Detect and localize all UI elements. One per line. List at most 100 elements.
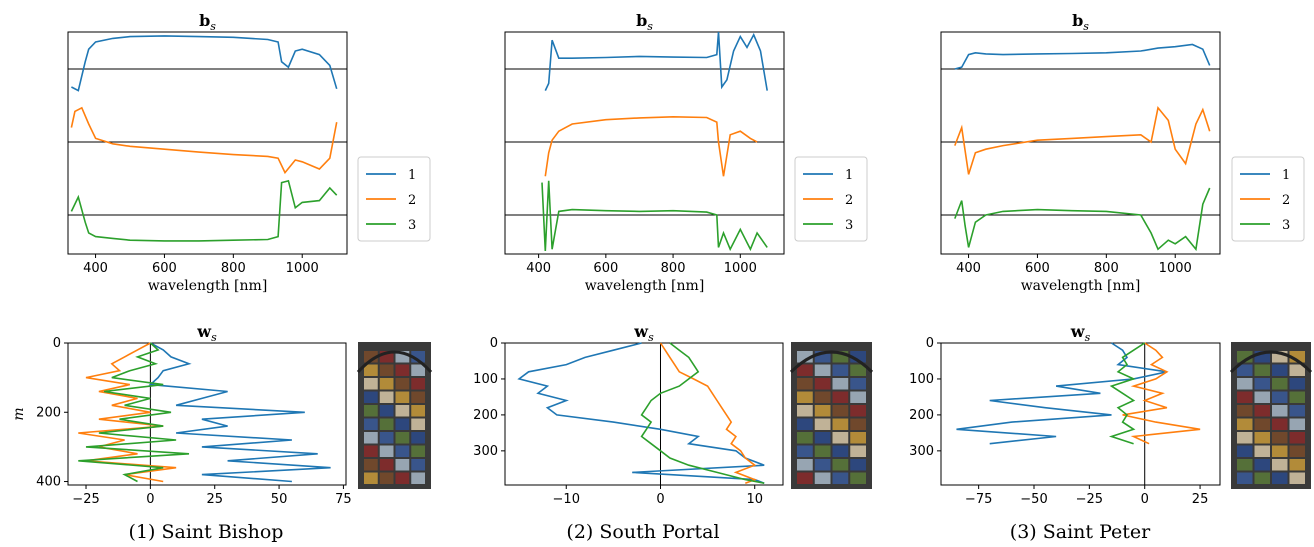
- glass-pane: [364, 351, 378, 363]
- glass-pane: [814, 378, 831, 390]
- glass-pane: [1272, 405, 1288, 417]
- b-plot-title: bs: [199, 11, 216, 33]
- glass-pane: [1254, 418, 1270, 430]
- legend-label-3: 3: [845, 218, 853, 233]
- glass-pane: [814, 432, 831, 444]
- legend-label-1: 1: [1282, 168, 1290, 183]
- glass-pane: [364, 418, 378, 430]
- glass-pane: [1254, 445, 1270, 457]
- b-xtick-label: 800: [221, 261, 246, 276]
- glass-pane: [797, 418, 813, 430]
- glass-pane: [364, 432, 378, 444]
- glass-pane: [1272, 378, 1288, 390]
- w-plot-title: ws: [196, 322, 217, 344]
- w-plot-3: −75 −50 −25 0 25 0 100 200 300: [909, 336, 1221, 507]
- w-ytick-label: 400: [36, 475, 61, 490]
- glass-pane: [814, 445, 831, 457]
- b-xtick-label: 400: [956, 261, 981, 276]
- glass-pane: [1289, 432, 1305, 444]
- glass-pane: [1289, 459, 1305, 471]
- glass-pane: [1254, 472, 1270, 484]
- glass-pane: [832, 459, 849, 471]
- w-series-line-3: [78, 342, 190, 483]
- panel-caption: (2) South Portal: [566, 521, 719, 543]
- b-series-line-3: [70, 179, 338, 242]
- b-xtick-label: 600: [152, 261, 177, 276]
- w-ytick-label: 0: [53, 336, 61, 351]
- glass-pane: [395, 391, 410, 403]
- b-xtick-label: 600: [593, 261, 618, 276]
- glass-pane: [395, 459, 410, 471]
- legend-label-2: 2: [1282, 193, 1290, 208]
- glass-pane: [814, 459, 831, 471]
- w-plot-frame: [940, 342, 1221, 486]
- glass-pane: [364, 445, 378, 457]
- w-xtick-label: 25: [1192, 492, 1209, 507]
- glass-pane: [1254, 405, 1270, 417]
- b-plot-frame: [940, 31, 1221, 255]
- b-plot-frame: [504, 31, 785, 255]
- glass-pane: [411, 418, 425, 430]
- glass-pane: [1237, 405, 1253, 417]
- glass-pane: [411, 405, 425, 417]
- glass-pane: [379, 445, 394, 457]
- b-series-line-1: [954, 43, 1211, 70]
- b-xlabel: wavelength [nm]: [148, 278, 268, 294]
- b-xtick-label: 1000: [286, 261, 319, 276]
- w-series-line-2: [78, 342, 177, 483]
- glass-pane: [1254, 459, 1270, 471]
- glass-pane: [364, 378, 378, 390]
- glass-pane: [411, 445, 425, 457]
- glass-pane: [379, 391, 394, 403]
- glass-pane: [395, 432, 410, 444]
- b-xtick-label: 400: [83, 261, 108, 276]
- glass-pane: [797, 364, 813, 376]
- glass-pane: [850, 418, 866, 430]
- b-xtick-label: 800: [661, 261, 686, 276]
- glass-pane: [395, 445, 410, 457]
- glass-pane: [797, 432, 813, 444]
- glass-pane: [411, 432, 425, 444]
- glass-pane: [1254, 378, 1270, 390]
- glass-pane: [379, 364, 394, 376]
- glass-pane: [1237, 445, 1253, 457]
- glass-pane: [379, 351, 394, 363]
- w-series-line-2: [1122, 342, 1201, 445]
- glass-pane: [1272, 351, 1288, 363]
- w-xtick-label: 0: [146, 492, 154, 507]
- w-xtick-label: 10: [746, 492, 763, 507]
- glass-pane: [395, 351, 410, 363]
- glass-pane: [850, 445, 866, 457]
- glass-pane: [832, 432, 849, 444]
- b-series-line-1: [71, 35, 338, 92]
- glass-pane: [1289, 405, 1305, 417]
- w-xtick-label: −75: [965, 492, 992, 507]
- glass-pane: [379, 378, 394, 390]
- b-plot-title: bs: [636, 11, 653, 33]
- w-xtick-label: −50: [1020, 492, 1047, 507]
- glass-pane: [850, 472, 866, 484]
- w-ytick-label: 100: [473, 372, 498, 387]
- glass-pane: [1254, 391, 1270, 403]
- b-xtick-label: 1000: [724, 261, 757, 276]
- glass-pane: [379, 472, 394, 484]
- glass-pane: [814, 418, 831, 430]
- b-xtick-label: 800: [1094, 261, 1119, 276]
- w-ytick-label: 200: [473, 408, 498, 423]
- w-ytick-label: 300: [473, 444, 498, 459]
- glass-pane: [850, 378, 866, 390]
- panel-caption: (1) Saint Bishop: [129, 521, 284, 543]
- glass-pane: [850, 351, 866, 363]
- glass-pane: [411, 459, 425, 471]
- w-series-line-1: [956, 342, 1168, 445]
- glass-pane: [797, 405, 813, 417]
- glass-pane: [850, 405, 866, 417]
- glass-pane: [797, 351, 813, 363]
- w-series-line-1: [517, 342, 765, 484]
- glass-pane: [1272, 418, 1288, 430]
- glass-pane: [832, 351, 849, 363]
- glass-pane: [364, 459, 378, 471]
- glass-pane: [1254, 432, 1270, 444]
- glass-pane: [1272, 391, 1288, 403]
